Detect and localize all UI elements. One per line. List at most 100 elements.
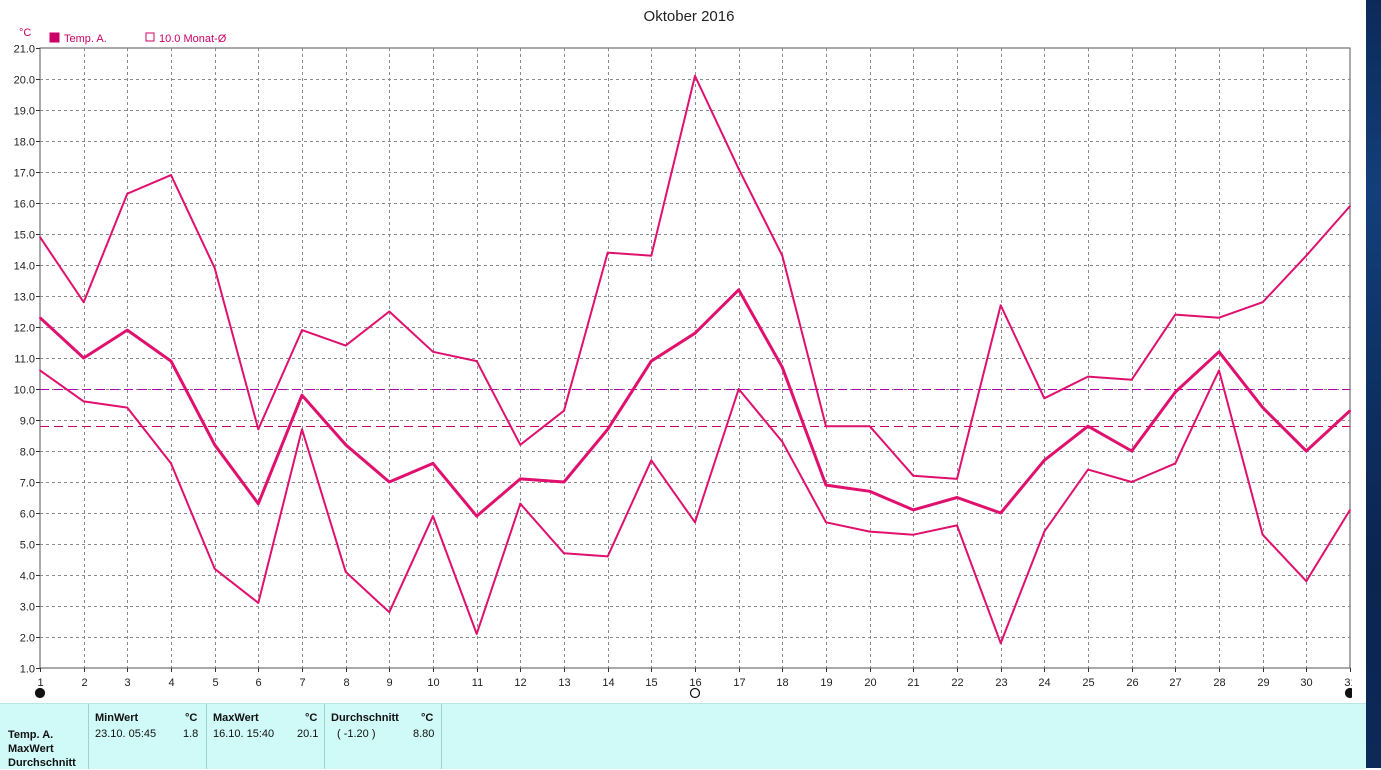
y-tick-label: 14.0 (14, 261, 35, 273)
data-point-mean (1043, 459, 1046, 462)
data-point-min (912, 533, 915, 536)
data-point-min (170, 462, 172, 465)
min-datetime: 23.10. 05:45 (95, 728, 157, 740)
filled-marker (34, 687, 46, 699)
data-point-min (1261, 533, 1264, 536)
stats-panel: Temp. A. MaxWert Durchschnitt MinWert °C… (0, 703, 1366, 769)
avg-delta: ( -1.20 ) (337, 728, 376, 740)
stats-col-avg: Durchschnitt °C ( -1.20 ) 8.80 (324, 704, 442, 769)
avg-header: Durchschnitt (331, 712, 399, 724)
x-tick-label: 24 (1038, 677, 1050, 689)
data-point-max (650, 254, 653, 257)
x-tick-label: 12 (514, 677, 526, 689)
y-tick-label: 3.0 (20, 602, 35, 614)
x-tick-label: 22 (951, 677, 963, 689)
x-tick-label: 27 (1169, 677, 1181, 689)
data-point-min (606, 555, 609, 558)
data-point-mean (301, 394, 303, 397)
data-point-mean (825, 484, 827, 486)
data-point-mean (781, 366, 784, 369)
x-tick-label: 13 (558, 677, 570, 689)
data-point-min (432, 515, 434, 517)
data-point-min (1174, 462, 1177, 465)
y-tick-label: 20.0 (14, 75, 35, 87)
x-tick-label: 29 (1257, 677, 1269, 689)
data-point-max (1218, 316, 1220, 319)
y-tick-label: 19.0 (14, 106, 35, 118)
data-point-min (1349, 509, 1351, 511)
data-point-mean (519, 478, 522, 480)
x-tick-label: 15 (645, 677, 657, 689)
max-header: MaxWert (213, 712, 259, 724)
min-header: MinWert (95, 712, 139, 724)
data-point-mean (257, 502, 260, 505)
data-point-max (1130, 378, 1133, 381)
y-tick-label: 10.0 (14, 385, 35, 397)
data-point-min (1087, 468, 1089, 471)
y-tick-label: 12.0 (14, 323, 35, 335)
temperature-chart: Oktober 2016 °C Temp. A. 10.0 Monat-Ø 1.… (14, 8, 1357, 699)
y-tick-label: 17.0 (14, 168, 35, 180)
avg-value: 8.80 (413, 728, 435, 740)
data-point-mean (606, 428, 609, 431)
legend-swatch-temp (49, 32, 60, 43)
data-point-mean (344, 443, 347, 446)
y-tick-label: 5.0 (20, 540, 35, 552)
data-point-mean (1305, 450, 1308, 452)
data-point-mean (694, 332, 696, 335)
data-point-mean (999, 512, 1002, 514)
data-point-mean (563, 481, 565, 483)
data-point-min (737, 388, 740, 390)
y-tick-label: 6.0 (20, 509, 35, 521)
data-point-max (388, 310, 391, 313)
data-point-mean (737, 288, 740, 291)
data-point-min (825, 521, 827, 524)
data-point-max (1305, 254, 1308, 257)
data-point-mean (432, 462, 434, 465)
legend: Temp. A. 10.0 Monat-Ø (49, 32, 227, 45)
y-axis-unit: °C (19, 27, 31, 39)
window-edge (1366, 0, 1381, 768)
y-tick-label: 18.0 (14, 137, 35, 149)
x-tick-label: 28 (1213, 677, 1225, 689)
x-tick-label: 30 (1300, 677, 1312, 689)
x-tick-label: 25 (1082, 677, 1094, 689)
data-point-min (213, 567, 216, 570)
data-point-mean (1261, 406, 1264, 409)
data-point-max (1087, 375, 1089, 378)
y-tick-label: 7.0 (20, 478, 35, 490)
data-point-mean (868, 490, 871, 493)
x-tick-label: 26 (1126, 677, 1138, 689)
x-tick-label: 18 (776, 677, 788, 689)
grid (39, 47, 1351, 669)
data-point-max (170, 174, 172, 177)
max-datetime: 16.10. 15:40 (213, 728, 275, 740)
y-tick-label: 1.0 (20, 664, 35, 676)
x-tick-label: 7 (299, 677, 305, 689)
y-tick-label: 9.0 (20, 416, 35, 428)
data-point-max (737, 168, 740, 170)
data-point-max (868, 425, 871, 428)
x-tick-label: 16 (689, 677, 701, 689)
data-point-max (781, 254, 784, 257)
data-point-min (1130, 481, 1133, 483)
min-unit: °C (185, 712, 198, 724)
stats-row-labels: Temp. A. MaxWert Durchschnitt (8, 728, 76, 770)
data-point-mean (650, 360, 653, 362)
y-tick-label: 11.0 (14, 354, 35, 366)
data-point-max (82, 301, 85, 304)
data-point-max (563, 409, 565, 412)
y-tick-label: 13.0 (14, 292, 35, 304)
y-tick-label: 2.0 (20, 633, 35, 645)
max-unit: °C (305, 712, 318, 724)
data-point-min (1043, 530, 1046, 533)
data-point-max (39, 236, 41, 239)
chart-right-margin (1352, 0, 1366, 703)
row-label-temp: Temp. A. (8, 729, 54, 741)
data-point-mean (82, 357, 85, 359)
x-tick-label: 21 (907, 677, 919, 689)
data-point-mean (39, 316, 41, 319)
data-point-max (432, 350, 434, 353)
y-tick-label: 21.0 (14, 44, 35, 56)
data-point-min (82, 400, 85, 403)
